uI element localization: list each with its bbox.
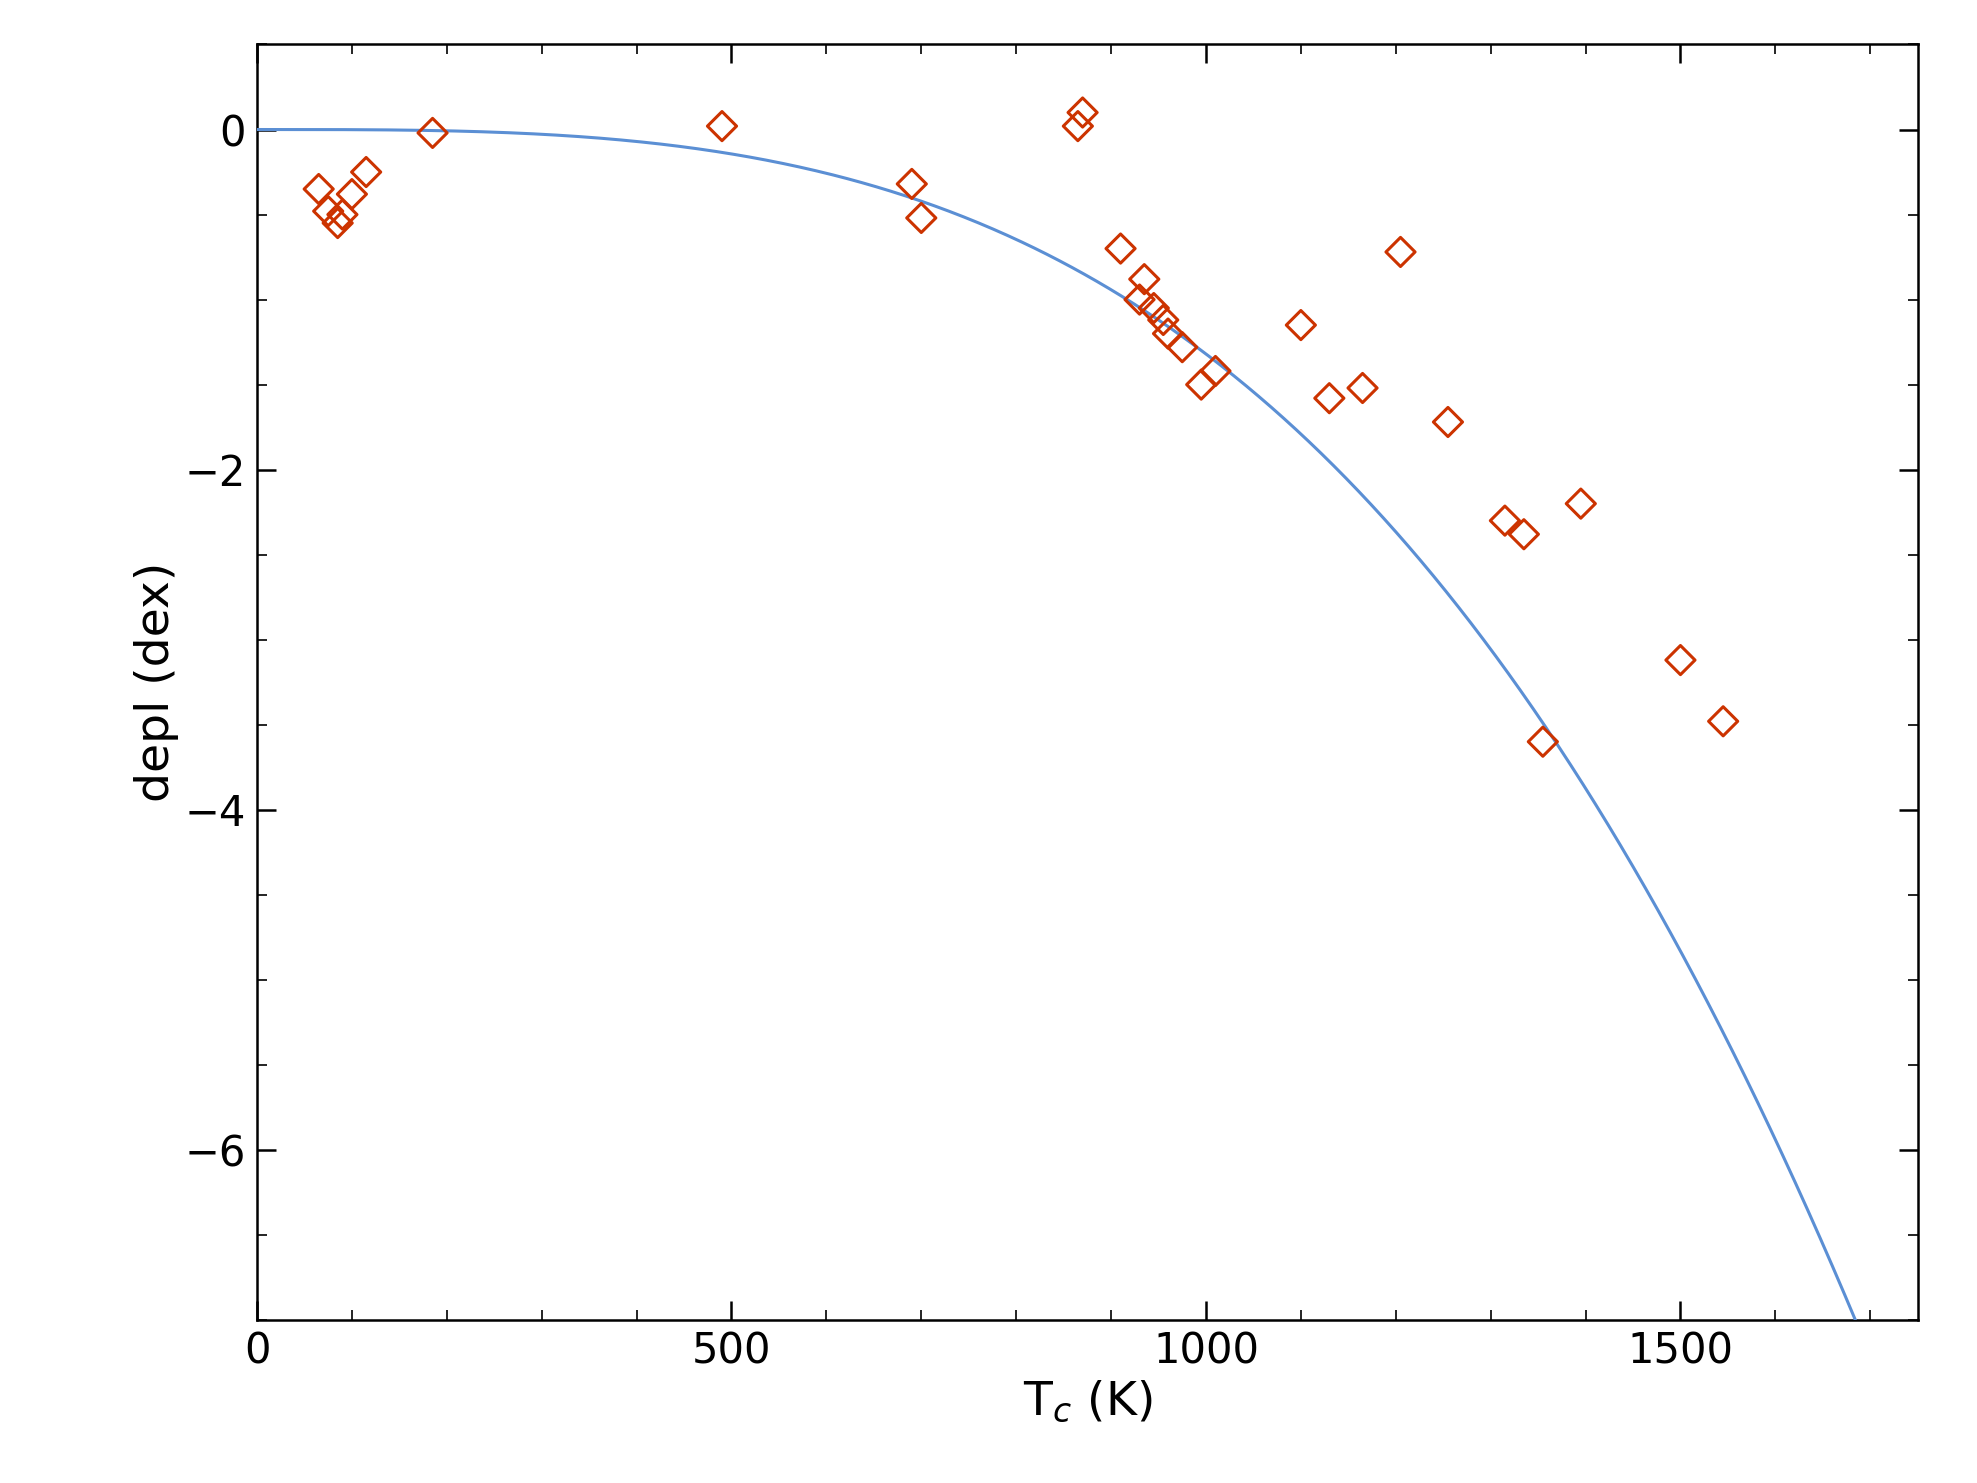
Point <box>1526 730 1558 753</box>
Point <box>322 211 354 234</box>
Y-axis label: depl (dex): depl (dex) <box>134 562 180 802</box>
Point <box>1346 377 1378 400</box>
Point <box>336 182 368 206</box>
Point <box>326 203 358 227</box>
Point <box>350 160 382 184</box>
Point <box>1508 522 1540 546</box>
Point <box>1489 509 1520 532</box>
Point <box>1123 288 1155 311</box>
Point <box>1153 322 1184 346</box>
Point <box>1708 709 1740 733</box>
Point <box>1384 240 1416 264</box>
Point <box>706 114 737 138</box>
Point <box>1665 648 1696 672</box>
Point <box>1139 297 1170 320</box>
Point <box>1200 359 1232 383</box>
Point <box>1186 372 1218 396</box>
Point <box>1105 237 1137 261</box>
Point <box>417 122 449 145</box>
X-axis label: T$_c$ (K): T$_c$ (K) <box>1022 1379 1153 1424</box>
Point <box>312 199 344 222</box>
Point <box>1313 387 1344 411</box>
Point <box>905 206 937 230</box>
Point <box>1147 308 1178 332</box>
Point <box>1285 313 1317 337</box>
Point <box>1431 411 1463 435</box>
Point <box>302 176 334 200</box>
Point <box>1129 267 1160 291</box>
Point <box>1068 101 1099 125</box>
Point <box>1566 492 1597 516</box>
Point <box>896 172 927 196</box>
Point <box>1166 335 1198 359</box>
Point <box>1062 114 1093 138</box>
